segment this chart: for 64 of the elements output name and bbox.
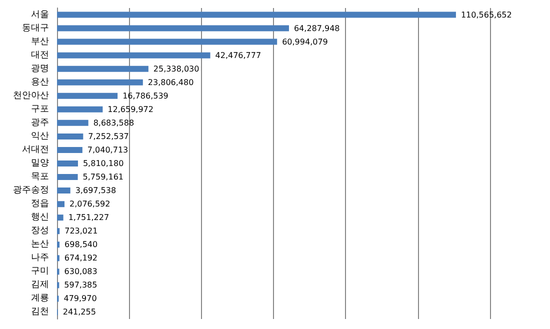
y-tick-label: 구포 bbox=[31, 104, 49, 114]
data-label: 674,192 bbox=[64, 254, 98, 263]
data-label: 597,385 bbox=[64, 280, 98, 290]
y-tick-label: 광주 bbox=[31, 118, 49, 128]
bar bbox=[57, 146, 82, 153]
bar bbox=[57, 188, 70, 194]
y-tick-label: 계룡 bbox=[31, 294, 49, 304]
data-label: 25,338,030 bbox=[153, 64, 200, 74]
bar bbox=[57, 133, 84, 140]
data-label: 12,659,972 bbox=[108, 104, 154, 114]
y-tick-label: 정읍 bbox=[31, 199, 49, 210]
bar bbox=[57, 242, 60, 248]
y-tick-label: 김천 bbox=[31, 307, 49, 318]
y-tick-label: 밀양 bbox=[31, 158, 49, 168]
data-label: 1,751,227 bbox=[68, 213, 110, 222]
data-label: 64,287,948 bbox=[294, 24, 340, 33]
y-tick-label: 행신 bbox=[31, 212, 49, 223]
data-label: 23,806,480 bbox=[148, 78, 194, 87]
data-label: 3,697,538 bbox=[75, 186, 116, 196]
y-tick-label: 논산 bbox=[31, 240, 49, 250]
y-tick-label: 서대전 bbox=[22, 144, 49, 155]
bar bbox=[57, 120, 88, 126]
y-tick-label: 김제 bbox=[31, 280, 49, 290]
data-label: 7,040,713 bbox=[87, 145, 128, 154]
bar bbox=[57, 12, 456, 18]
y-tick-label: 동대구 bbox=[22, 23, 49, 34]
y-tick-label: 천안아산 bbox=[13, 90, 49, 101]
bar bbox=[57, 228, 60, 234]
bar bbox=[57, 106, 103, 112]
data-label: 630,083 bbox=[64, 267, 98, 276]
data-label: 110,565,652 bbox=[460, 10, 512, 20]
y-tick-label: 나주 bbox=[31, 253, 49, 264]
data-label: 16,786,539 bbox=[122, 91, 168, 100]
data-label: 8,683,588 bbox=[93, 118, 134, 128]
y-tick-label: 용산 bbox=[31, 77, 49, 88]
bar bbox=[57, 66, 148, 72]
data-label: 723,021 bbox=[64, 226, 98, 236]
data-label: 60,994,079 bbox=[282, 37, 328, 46]
bar bbox=[57, 79, 143, 86]
bar bbox=[57, 160, 78, 166]
data-label: 42,476,777 bbox=[215, 50, 262, 60]
y-tick-label: 장성 bbox=[31, 226, 49, 236]
data-label: 7,252,537 bbox=[88, 132, 129, 141]
y-tick-label: 서울 bbox=[31, 10, 49, 20]
data-label: 2,076,592 bbox=[69, 200, 110, 209]
bar bbox=[57, 214, 64, 221]
data-label: 241,255 bbox=[62, 308, 96, 317]
data-label: 479,970 bbox=[64, 294, 97, 304]
data-label: 698,540 bbox=[64, 240, 98, 250]
bar bbox=[57, 201, 64, 208]
bar bbox=[57, 174, 78, 180]
y-tick-label: 익산 bbox=[31, 131, 49, 142]
data-label: 5,759,161 bbox=[82, 172, 124, 182]
data-label: 5,810,180 bbox=[82, 159, 124, 168]
y-tick-label: 구미 bbox=[31, 266, 49, 277]
y-tick-label: 광주송정 bbox=[13, 186, 49, 196]
bar bbox=[57, 25, 289, 32]
y-tick-label: 대전 bbox=[31, 50, 49, 60]
bar bbox=[57, 92, 118, 99]
y-tick-label: 목포 bbox=[31, 172, 49, 182]
bar bbox=[57, 52, 210, 58]
y-tick-label: 부산 bbox=[31, 36, 49, 47]
bar bbox=[57, 38, 278, 45]
y-tick-label: 광명 bbox=[31, 64, 49, 74]
